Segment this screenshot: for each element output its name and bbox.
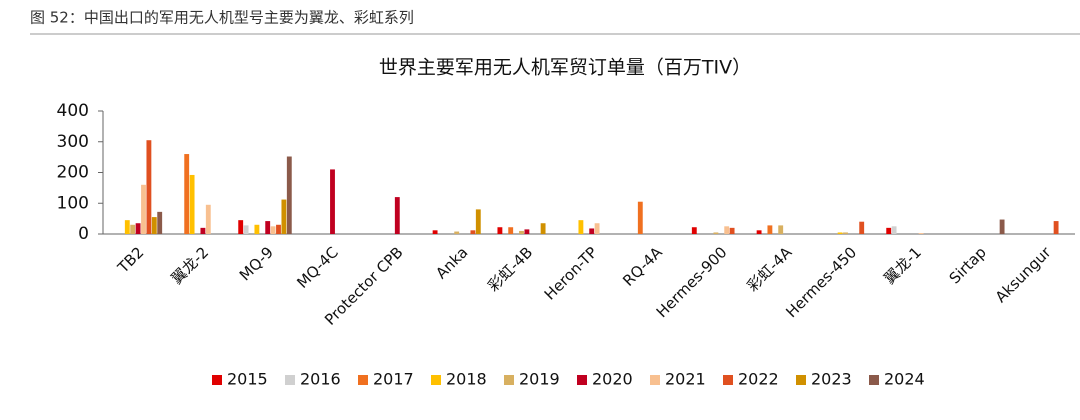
- legend-swatch: [723, 375, 733, 385]
- legend-swatch: [358, 375, 368, 385]
- bar: [475, 209, 481, 234]
- legend-swatch: [869, 375, 879, 385]
- bar: [589, 228, 595, 234]
- bar: [151, 217, 157, 234]
- bar: [330, 169, 335, 234]
- bar: [394, 197, 400, 234]
- x-tick-label: TB2: [113, 243, 147, 277]
- bar: [999, 219, 1005, 234]
- legend-swatch: [650, 375, 660, 385]
- x-tick-label: Sirtap: [946, 243, 990, 287]
- legend-label: 2024: [884, 370, 925, 389]
- bar: [276, 224, 281, 234]
- bar: [756, 230, 762, 234]
- y-tick-label: 100: [57, 193, 89, 213]
- legend-label: 2023: [811, 370, 852, 389]
- x-tick-label: MQ-4C: [293, 243, 342, 292]
- bar: [205, 204, 211, 234]
- x-tick-label: 翼龙-1: [880, 243, 925, 288]
- legend-swatch: [796, 375, 806, 385]
- x-tick-label: MQ-9: [236, 243, 277, 284]
- legend-label: 2015: [227, 370, 268, 389]
- bar: [1053, 221, 1059, 234]
- legend-label: 2019: [519, 370, 560, 389]
- bar: [886, 227, 892, 234]
- legend-label: 2018: [446, 370, 487, 389]
- bar: [508, 227, 514, 234]
- bar: [146, 140, 152, 234]
- bar: [157, 211, 163, 234]
- x-tick-label: 彩虹-4A: [744, 243, 796, 295]
- bar: [729, 227, 735, 234]
- bar: [497, 227, 503, 234]
- bar: [691, 227, 697, 234]
- legend-label: 2017: [373, 370, 414, 389]
- legend-label: 2022: [738, 370, 779, 389]
- x-tick-label: Aksungur: [992, 243, 1056, 307]
- bar: [637, 201, 643, 234]
- bar: [243, 225, 249, 234]
- chart-title: 世界主要军用无人机军贸订单量（百万TIV）: [379, 57, 751, 79]
- bar: [470, 230, 476, 234]
- legend-swatch: [285, 375, 295, 385]
- legend-label: 2020: [592, 370, 633, 389]
- legend-label: 2021: [665, 370, 706, 389]
- bar: [859, 221, 865, 234]
- bar: [778, 225, 784, 234]
- x-tick-label: 彩虹-4B: [484, 243, 536, 295]
- x-tick-label: Heron-TP: [541, 243, 601, 303]
- bar: [578, 220, 584, 234]
- bar: [767, 225, 773, 234]
- legend-swatch: [504, 375, 514, 385]
- bar: [184, 154, 190, 234]
- bar: [189, 174, 195, 234]
- bar: [891, 226, 897, 234]
- x-tick-label: RQ-4A: [619, 243, 666, 290]
- legend-label: 2016: [300, 370, 341, 389]
- bar: [130, 224, 136, 234]
- bar: [141, 184, 146, 234]
- bar: [454, 231, 460, 234]
- bar: [270, 226, 276, 234]
- bar: [524, 229, 530, 234]
- bar: [918, 233, 924, 234]
- bar: [843, 232, 848, 234]
- bar: [281, 199, 287, 234]
- x-tick-label: Anka: [432, 243, 471, 282]
- bar: [135, 223, 141, 234]
- bar: [519, 230, 524, 234]
- bar: [594, 223, 600, 234]
- bar: [200, 227, 206, 234]
- bar: [238, 220, 244, 234]
- y-tick-label: 400: [57, 101, 89, 121]
- legend-swatch: [212, 375, 222, 385]
- y-tick-label: 0: [78, 224, 89, 244]
- legend-swatch: [431, 375, 441, 385]
- bar: [432, 230, 438, 234]
- legend-swatch: [577, 375, 587, 385]
- bar: [286, 156, 292, 234]
- x-tick-label: 翼龙-2: [168, 243, 213, 288]
- bar: [837, 232, 843, 234]
- y-tick-label: 200: [57, 163, 89, 183]
- figure-caption: 图 52：中国出口的军用无人机型号主要为翼龙、彩虹系列: [30, 9, 414, 27]
- bar: [265, 221, 271, 234]
- bar: [540, 223, 546, 234]
- bar: [724, 226, 730, 234]
- bar: [124, 220, 130, 234]
- bar: [254, 224, 260, 234]
- bar: [713, 232, 719, 234]
- y-tick-label: 300: [57, 132, 89, 152]
